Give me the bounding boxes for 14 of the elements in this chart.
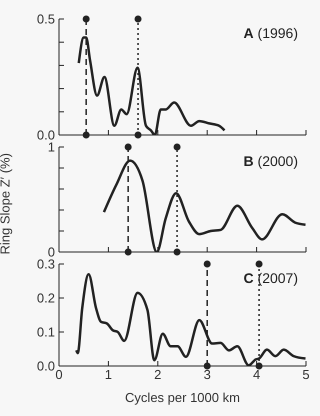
annotation: A (1996) [244,25,298,41]
x-tick-label: 5 [302,367,310,382]
x-tick-label: 3 [204,367,211,382]
annotation: C (2007) [244,270,298,286]
x-tick-label: 4 [252,367,260,382]
y-tick-label: 0.0 [36,358,55,374]
x-tick-label: 1 [104,367,112,382]
y-axis-title: Ring Slope Z′ (%) [0,153,13,254]
y-tick-label: 0.2 [36,290,55,306]
annotation: B (2000) [244,153,298,169]
y-tick-label: 0.1 [36,324,55,340]
x-tick-label: 2 [154,367,162,382]
y-tick-label: 0.5 [36,12,55,27]
x-axis-title: Cycles per 1000 km [125,390,240,405]
